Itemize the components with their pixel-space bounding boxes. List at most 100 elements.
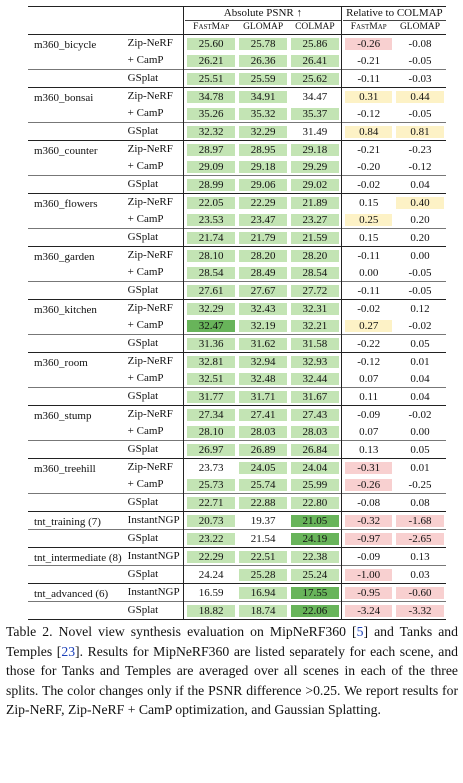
header-col-colmap: COLMAP — [289, 20, 342, 35]
table-row: + CamP 23.53 23.47 23.27 0.25 0.20 — [28, 211, 446, 229]
table-row: m360_bonsai Zip-NeRF 34.78 34.91 34.47 0.31 0.… — [28, 87, 446, 105]
table-row: tnt_intermediate (8) InstantNGP 22.29 22.51… — [28, 547, 446, 566]
psnr-value: 28.03 — [239, 425, 288, 438]
relative-value: -0.08 — [357, 496, 381, 509]
psnr-value: 35.32 — [239, 107, 288, 120]
relative-value: 0.20 — [410, 231, 430, 244]
relative-value: 0.07 — [359, 372, 379, 385]
method-name: + CamP — [127, 107, 164, 119]
relative-value: 0.04 — [410, 178, 430, 191]
relative-value: -0.02 — [408, 319, 432, 332]
psnr-value: 27.34 — [187, 408, 236, 421]
psnr-value: 18.74 — [239, 604, 288, 617]
method-name: Zip-NeRF — [124, 352, 184, 370]
method-name: Zip-NeRF — [124, 193, 184, 211]
relative-value: -2.65 — [396, 532, 444, 545]
table-row: m360_stump Zip-NeRF 27.34 27.41 27.43 -0.09 -0… — [28, 405, 446, 423]
psnr-value: 21.79 — [239, 231, 288, 244]
psnr-value: 28.10 — [187, 425, 236, 438]
relative-value: 0.00 — [359, 266, 379, 279]
method-name: Zip-NeRF — [124, 405, 184, 423]
psnr-value: 25.51 — [187, 72, 236, 85]
relative-value: 0.04 — [410, 390, 430, 403]
relative-value: 0.08 — [410, 496, 430, 509]
psnr-value: 22.06 — [291, 604, 339, 617]
psnr-value: 23.53 — [187, 213, 236, 226]
relative-value: 0.84 — [345, 125, 393, 138]
scene-name: m360_room — [28, 352, 125, 370]
relative-value: 0.25 — [345, 213, 393, 226]
psnr-value: 18.82 — [187, 604, 236, 617]
relative-value: 0.05 — [410, 337, 430, 350]
relative-value: -0.26 — [345, 37, 393, 50]
table-row: GSplat 26.97 26.89 26.84 0.13 0.05 — [28, 440, 446, 459]
relative-value: 0.40 — [396, 196, 444, 209]
psnr-value: 31.58 — [291, 337, 339, 350]
psnr-value: 26.84 — [291, 443, 339, 456]
header-row-columns: FastMap GLOMAP COLMAP FastMap GLOMAP — [28, 20, 446, 35]
relative-value: -0.11 — [357, 249, 380, 262]
table-row: GSplat 25.51 25.59 25.62 -0.11 -0.03 — [28, 69, 446, 88]
caption-text-1: Table 2. Novel view synthesis evaluation… — [6, 624, 357, 639]
table-row: m360_treehill Zip-NeRF 23.73 24.05 24.04 -0.3… — [28, 458, 446, 476]
psnr-value: 32.48 — [239, 372, 288, 385]
psnr-value: 26.21 — [187, 54, 236, 67]
psnr-value: 22.05 — [187, 196, 236, 209]
method-name: Zip-NeRF — [124, 34, 184, 52]
psnr-value: 31.77 — [187, 390, 236, 403]
psnr-value: 32.31 — [291, 302, 339, 315]
table-row: GSplat 32.32 32.29 31.49 0.84 0.81 — [28, 122, 446, 141]
psnr-value: 34.91 — [239, 90, 288, 103]
relative-value: -0.05 — [408, 54, 432, 67]
method-name: GSplat — [124, 175, 184, 194]
method-name: GSplat — [124, 493, 184, 512]
table-row: GSplat 22.71 22.88 22.80 -0.08 0.08 — [28, 493, 446, 512]
psnr-value: 32.51 — [187, 372, 236, 385]
relative-value: 0.20 — [410, 213, 430, 226]
relative-value: -0.32 — [345, 514, 393, 527]
psnr-value: 21.74 — [187, 231, 236, 244]
method-name: + CamP — [127, 319, 164, 331]
header-col-rel-glomap: GLOMAP — [394, 20, 446, 35]
caption-text-2: ] and Tanks and Temples [ — [6, 624, 458, 659]
table-row: tnt_training (7) InstantNGP 20.73 19.37 21.0… — [28, 511, 446, 530]
table-row: GSplat 31.36 31.62 31.58 -0.22 0.05 — [28, 334, 446, 353]
relative-value: -0.21 — [357, 54, 381, 67]
table-row: + CamP 32.51 32.48 32.44 0.07 0.04 — [28, 370, 446, 388]
relative-value: 0.01 — [410, 355, 430, 368]
psnr-value: 24.04 — [291, 461, 339, 474]
method-name: Zip-NeRF — [124, 299, 184, 317]
relative-value: 0.31 — [345, 90, 393, 103]
scene-name: tnt_intermediate (8) — [28, 547, 125, 566]
relative-value: -3.24 — [345, 604, 393, 617]
method-name: GSplat — [124, 565, 184, 584]
relative-value: 0.01 — [410, 461, 430, 474]
psnr-value: 17.55 — [291, 586, 339, 599]
psnr-value: 35.37 — [291, 107, 339, 120]
psnr-value: 22.71 — [187, 496, 236, 509]
table-row: m360_bicycle Zip-NeRF 25.60 25.78 25.86 -0.26… — [28, 34, 446, 52]
psnr-value: 28.97 — [187, 143, 236, 156]
psnr-value: 28.10 — [187, 249, 236, 262]
relative-value: 0.27 — [345, 319, 393, 332]
psnr-value: 16.94 — [239, 586, 288, 599]
relative-value: 0.44 — [396, 90, 444, 103]
scene-name: m360_bonsai — [28, 87, 125, 105]
relative-value: -0.02 — [357, 302, 381, 315]
relative-value: -0.12 — [357, 107, 381, 120]
relative-value: -0.22 — [357, 337, 381, 350]
caption-ref-mipnerf360[interactable]: 5 — [356, 624, 364, 639]
psnr-value: 26.97 — [187, 443, 236, 456]
table-row: m360_counter Zip-NeRF 28.97 28.95 29.18 -0.21… — [28, 140, 446, 158]
relative-value: 0.13 — [410, 550, 430, 563]
table-row: GSplat 27.61 27.67 27.72 -0.11 -0.05 — [28, 281, 446, 300]
scene-name: m360_treehill — [28, 458, 125, 476]
method-name: + CamP — [127, 478, 164, 490]
caption-text-3: ]. Results for MipNeRF360 are listed sep… — [6, 643, 459, 718]
table-row: + CamP 25.73 25.74 25.99 -0.26 -0.25 — [28, 476, 446, 494]
relative-value: 0.07 — [359, 425, 379, 438]
caption-ref-tanks-temples[interactable]: 23 — [61, 643, 76, 659]
scene-name: tnt_advanced (6) — [28, 583, 125, 602]
method-name: InstantNGP — [124, 547, 184, 566]
psnr-value: 27.41 — [239, 408, 288, 421]
